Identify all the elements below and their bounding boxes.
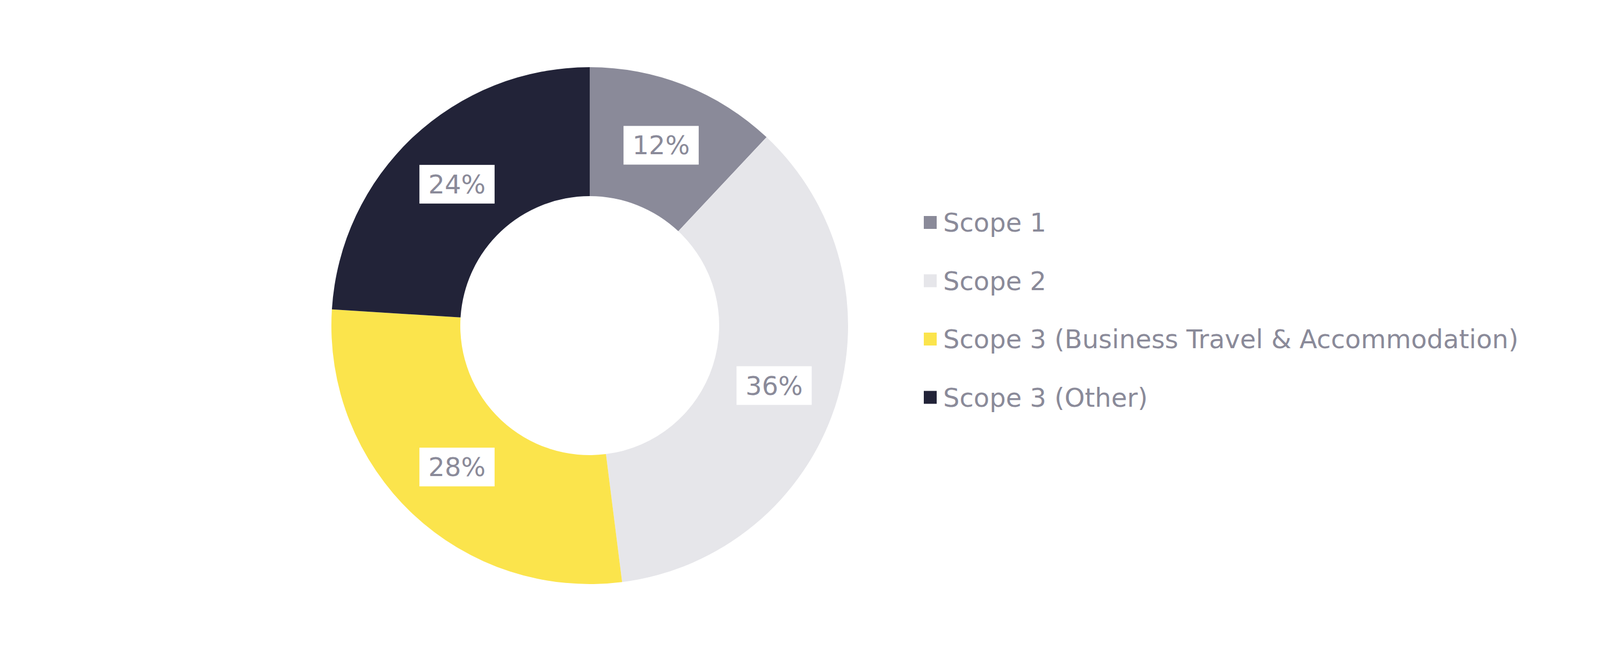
label-box: [736, 366, 812, 405]
slice: [331, 309, 622, 584]
data-label: 36%: [745, 370, 803, 401]
chart: 12% 36% 28% 24% Scope 1 Scope 2 Scope 3 (Busin…: [0, 0, 1600, 655]
legend-label: Scope 1: [943, 207, 1047, 238]
data-label: 12%: [632, 129, 691, 161]
legend-swatch: [923, 332, 937, 346]
legend: Scope 1 Scope 2 Scope 3 (Business Travel &…: [923, 207, 1519, 413]
label-box: [623, 125, 699, 165]
slice: [605, 136, 849, 582]
slice: [331, 67, 590, 318]
slices: [331, 67, 849, 584]
label-box: [419, 447, 495, 487]
data-label: 24%: [428, 169, 487, 200]
legend-swatch: [923, 215, 937, 229]
legend-label: Scope 3 (Other): [943, 382, 1148, 413]
label-box: [419, 164, 495, 204]
data-labels: 12% 36% 28% 24%: [419, 125, 812, 487]
legend-label: Scope 2: [943, 265, 1047, 296]
data-label: 28%: [428, 451, 487, 482]
legend-swatch: [923, 391, 937, 404]
legend-label: Scope 3 (Business Travel & Accommodation…: [943, 323, 1519, 354]
legend-swatch: [923, 274, 937, 288]
